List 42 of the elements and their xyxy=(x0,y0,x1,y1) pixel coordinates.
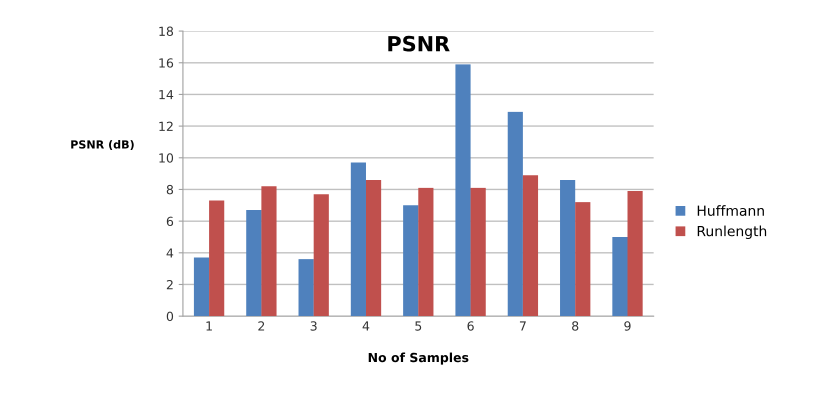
bar xyxy=(314,194,329,316)
x-tick-label: 1 xyxy=(206,321,212,331)
bar xyxy=(522,175,538,316)
bar xyxy=(560,180,576,316)
bar xyxy=(418,188,434,316)
bar xyxy=(209,200,224,316)
x-tick-label: 8 xyxy=(572,321,578,331)
x-tick-label: 4 xyxy=(362,321,370,331)
bar xyxy=(455,64,471,316)
y-tick-label: 6 xyxy=(166,216,174,226)
y-tick-label: 16 xyxy=(159,58,174,68)
bar xyxy=(261,186,277,316)
bar xyxy=(403,205,418,316)
x-tick-label: 5 xyxy=(415,321,422,331)
y-tick-label: 0 xyxy=(166,312,174,322)
bar xyxy=(508,112,523,316)
legend-label: Huffmann xyxy=(698,205,764,216)
y-tick-label: 14 xyxy=(159,90,174,100)
y-tick-label: 18 xyxy=(159,26,174,36)
bar xyxy=(194,258,210,316)
legend-label: Runlength xyxy=(698,226,766,239)
x-tick-label: 9 xyxy=(624,321,631,331)
bar xyxy=(470,188,486,316)
bar xyxy=(298,259,314,316)
y-tick-label: 4 xyxy=(166,248,174,258)
bar xyxy=(612,236,628,316)
y-tick-label: 12 xyxy=(159,122,173,131)
y-tick-label: 8 xyxy=(166,184,174,194)
bar xyxy=(246,210,262,316)
x-tick-label: 6 xyxy=(467,321,474,331)
y-tick-label: 2 xyxy=(166,280,173,290)
y-tick-label: 10 xyxy=(159,153,174,163)
y-axis-title: PSNR (dB) xyxy=(71,140,134,150)
x-tick-label: 3 xyxy=(310,321,317,331)
bar xyxy=(350,162,366,316)
bar xyxy=(575,202,590,316)
bar xyxy=(366,180,382,316)
chart-title: PSNR xyxy=(388,36,450,52)
x-tick-label: 2 xyxy=(258,321,264,331)
x-axis-title: No of Samples xyxy=(368,352,468,365)
x-tick-label: 7 xyxy=(520,321,526,331)
bar xyxy=(628,191,643,316)
